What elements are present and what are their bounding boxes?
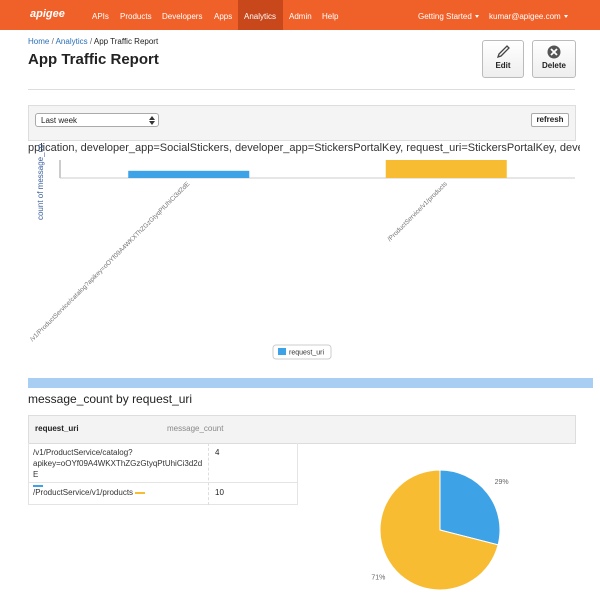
edit-icon <box>496 45 510 59</box>
pie-slice <box>379 469 499 591</box>
crumb-link[interactable]: Analytics <box>55 37 88 46</box>
pie-slice <box>439 469 501 546</box>
nav-item[interactable]: Products <box>120 12 152 21</box>
delete-icon <box>547 45 561 59</box>
cell: 10 <box>215 488 224 497</box>
pie-label: 29% <box>495 479 509 486</box>
divider <box>28 89 575 90</box>
delete-label: Delete <box>541 61 566 70</box>
cell-text: /v1/ProductService/catalog?apikey=oOYf09… <box>33 448 203 479</box>
header-cell: message_count <box>167 424 224 433</box>
user-menu[interactable]: kumar@apigee.com <box>489 12 568 21</box>
nav-item[interactable]: Help <box>322 12 339 21</box>
table-body <box>28 443 298 505</box>
cell-text: /ProductService/v1/products <box>33 488 134 497</box>
nav-item[interactable]: Admin <box>289 12 312 21</box>
logo[interactable]: apigee <box>30 8 65 20</box>
period-select[interactable]: Last week <box>35 113 159 127</box>
user-menu[interactable]: Getting Started <box>418 12 479 21</box>
nav-item[interactable]: APIs <box>92 12 109 21</box>
crumb-text: App Traffic Report <box>93 37 159 46</box>
caret <box>474 15 479 19</box>
legend-box <box>272 344 332 360</box>
x-tick-label: /v1/ProductService/catalog?apikey=oOYf09… <box>29 180 192 343</box>
pie-label: 71% <box>371 575 385 582</box>
nav-item[interactable]: Analytics <box>244 12 277 21</box>
edit-button[interactable]: Edit <box>482 40 524 78</box>
col-divider <box>208 443 209 505</box>
header-cell: request_uri <box>35 424 79 433</box>
bar <box>128 170 250 178</box>
crumb-text: / <box>89 37 93 46</box>
refresh-button[interactable]: refresh <box>531 113 569 127</box>
swatch <box>33 484 43 487</box>
nav-bar <box>0 0 600 30</box>
period-value: Last week <box>41 116 78 125</box>
row-divider <box>28 482 298 483</box>
filter-text: pplication, developer_app=SocialStickers… <box>28 142 580 154</box>
delete-button[interactable]: Delete <box>532 40 576 78</box>
page-title: App Traffic Report <box>28 51 159 68</box>
legend-swatch <box>278 348 286 355</box>
separator-bar <box>28 378 593 388</box>
table-header <box>28 415 576 444</box>
nav-item[interactable]: Developers <box>162 12 203 21</box>
nav-item[interactable]: Apps <box>214 12 233 21</box>
cell: /ProductService/v1/products <box>33 488 146 497</box>
active-tab <box>238 0 283 30</box>
caret <box>563 15 568 19</box>
edit-label: Edit <box>495 61 511 70</box>
cell: /v1/ProductService/catalog?apikey=oOYf09… <box>33 447 205 491</box>
crumb-text: / <box>51 37 54 46</box>
breadcrumb: Home / Analytics / App Traffic Report <box>28 37 158 46</box>
table-title: message_count by request_uri <box>28 392 193 406</box>
swatch <box>135 491 146 494</box>
select-arrows <box>149 116 155 125</box>
crumb-link[interactable]: Home <box>28 37 50 46</box>
bar <box>385 160 507 178</box>
legend-label: request_uri <box>289 349 324 356</box>
cell: 4 <box>215 448 220 457</box>
y-axis-label: count of message_co <box>36 143 45 220</box>
x-tick-label: /ProductService/v1/products <box>386 180 449 243</box>
